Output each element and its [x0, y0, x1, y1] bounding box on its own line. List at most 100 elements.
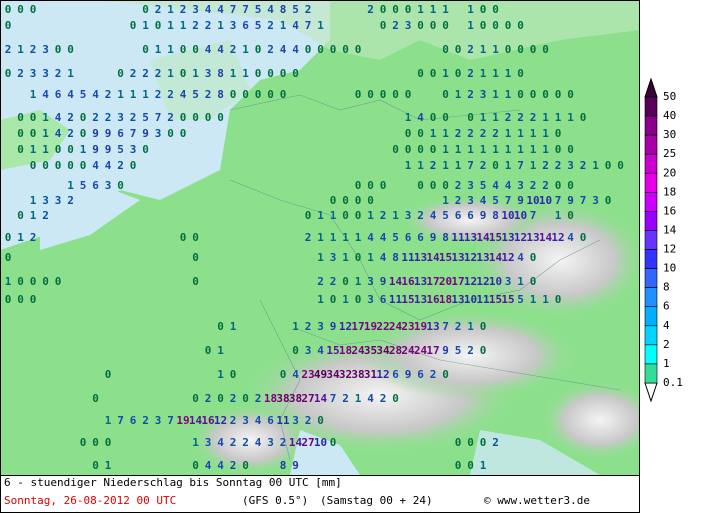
precip-value: 0 — [92, 436, 99, 449]
precip-value: 0 — [442, 368, 449, 381]
precip-value: 0 — [92, 459, 99, 472]
precip-value: 2 — [430, 368, 437, 381]
colorbar-label: 18 — [663, 185, 676, 198]
precip-value: 1 — [317, 251, 324, 264]
precip-value: 13 — [451, 251, 464, 264]
precip-value: 1 — [367, 251, 374, 264]
precip-value: 3 — [242, 414, 249, 427]
precip-value: 4 — [317, 344, 324, 357]
precip-value: 3 — [405, 209, 412, 222]
precip-value: 6 — [92, 179, 99, 192]
precip-value: 0 — [280, 67, 287, 80]
precip-value: 2 — [242, 436, 249, 449]
precip-value: 8 — [217, 67, 224, 80]
precip-value: 1 — [105, 414, 112, 427]
precip-value: 2 — [67, 127, 74, 140]
precip-value: 1 — [455, 143, 462, 156]
precip-value: 1 — [42, 143, 49, 156]
precip-value: 0 — [555, 88, 562, 101]
precip-value: 12 — [476, 275, 489, 288]
precip-value: 8 — [280, 3, 287, 16]
precip-value: 0 — [205, 111, 212, 124]
date: Sonntag, 26-08-2012 00 UTC — [4, 494, 176, 507]
precip-value: 16 — [201, 414, 215, 427]
precip-value: 0 — [180, 231, 187, 244]
precip-value: 14 — [539, 231, 553, 244]
precip-value: 2 — [492, 436, 499, 449]
precip-value: 1 — [555, 209, 562, 222]
precip-value: 0 — [555, 127, 562, 140]
colorbar-label: 1 — [663, 357, 670, 370]
precip-value: 3 — [467, 194, 474, 207]
precip-value: 15 — [489, 231, 502, 244]
precip-value: 1 — [592, 159, 599, 172]
precip-value: 0 — [180, 111, 187, 124]
precip-value: 1 — [480, 143, 487, 156]
precip-value: 0 — [442, 111, 449, 124]
precip-value: 13 — [464, 231, 477, 244]
precip-value: 4 — [217, 436, 224, 449]
precip-value: 2 — [480, 159, 487, 172]
precip-value: 1 — [530, 159, 537, 172]
precip-value: 3 — [267, 436, 274, 449]
precip-value: 38 — [289, 392, 302, 405]
precip-value: 0 — [355, 88, 362, 101]
precip-value: 2 — [167, 111, 174, 124]
precip-value: 0 — [55, 275, 62, 288]
precip-value: 1 — [467, 3, 474, 16]
precip-value: 0 — [342, 275, 349, 288]
precip-value: 2 — [480, 127, 487, 140]
precip-value: 0 — [405, 3, 412, 16]
precip-value: 32 — [339, 368, 352, 381]
precip-value: 3 — [330, 251, 337, 264]
precip-value: 2 — [142, 414, 149, 427]
precip-value: 0 — [267, 67, 274, 80]
precip-value: 2 — [467, 127, 474, 140]
precip-value: 1 — [67, 179, 74, 192]
precip-value: 0 — [30, 275, 37, 288]
colorbar-label: 40 — [663, 109, 676, 122]
colorbar-arrow-bottom — [644, 382, 658, 403]
precip-value: 4 — [205, 3, 212, 16]
credit: © www.wetter3.de — [484, 494, 590, 507]
precip-value: 1 — [492, 43, 499, 56]
precip-value: 0 — [367, 179, 374, 192]
precip-value: 5 — [80, 88, 87, 101]
precip-value: 0 — [442, 19, 449, 32]
precip-value: 0 — [567, 88, 574, 101]
precip-value: 0 — [367, 194, 374, 207]
precip-value: 0 — [267, 88, 274, 101]
colorbar-label: 30 — [663, 128, 676, 141]
precip-value: 18 — [439, 293, 452, 306]
precip-value: 2 — [505, 111, 512, 124]
precip-value: 0 — [530, 43, 537, 56]
precip-value: 14 — [476, 231, 490, 244]
precip-value: 9 — [517, 194, 524, 207]
precip-value: 0 — [242, 88, 249, 101]
precip-value: 1 — [492, 88, 499, 101]
precip-value: 4 — [517, 251, 524, 264]
footer-box — [0, 475, 640, 513]
precip-value: 15 — [439, 251, 452, 264]
colorbar-label: 12 — [663, 243, 676, 256]
precip-value: 2 — [230, 436, 237, 449]
precip-value: 15 — [501, 293, 514, 306]
colorbar-segment — [644, 287, 658, 308]
precip-value: 2 — [542, 179, 549, 192]
precip-value: 1 — [292, 320, 299, 333]
precip-value: 0 — [5, 293, 12, 306]
colorbar-label: 14 — [663, 223, 677, 236]
precip-value: 6 — [467, 209, 474, 222]
precip-value: 11 — [401, 251, 415, 264]
precip-value: 0 — [605, 159, 612, 172]
precip-value: 0 — [230, 368, 237, 381]
precip-value: 2 — [155, 3, 162, 16]
precip-value: 0 — [317, 43, 324, 56]
precip-value: 1 — [505, 88, 512, 101]
precip-value: 4 — [105, 159, 112, 172]
precip-value: 1 — [330, 231, 337, 244]
precip-value: 0 — [392, 392, 399, 405]
precip-value: 13 — [526, 231, 539, 244]
